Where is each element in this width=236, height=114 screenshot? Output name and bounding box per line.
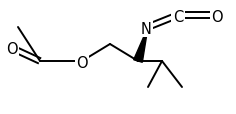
- Text: C: C: [173, 9, 183, 24]
- Text: O: O: [6, 42, 18, 57]
- Text: O: O: [211, 9, 223, 24]
- Text: N: N: [141, 21, 152, 36]
- Polygon shape: [134, 28, 148, 63]
- Text: O: O: [76, 55, 88, 70]
